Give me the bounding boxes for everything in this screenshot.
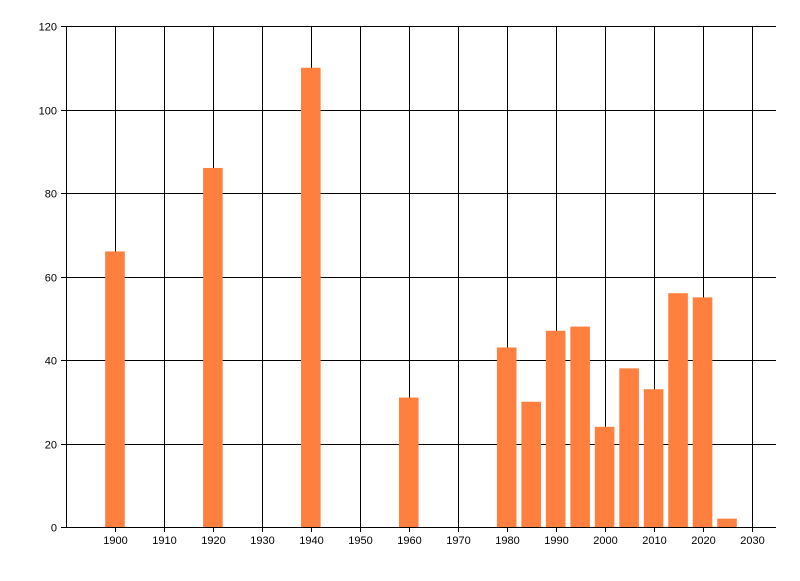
x-tick-label-1930: 1930 (250, 535, 274, 547)
y-tick-label-20: 20 (45, 440, 57, 452)
y-tick-label-40: 40 (45, 356, 57, 368)
x-tick-label-2000: 2000 (593, 535, 617, 547)
bar-1985 (521, 401, 541, 527)
x-tick-label-1960: 1960 (397, 535, 421, 547)
y-tick-label-80: 80 (45, 189, 57, 201)
x-tick-label-1970: 1970 (446, 535, 470, 547)
x-tick-label-1900: 1900 (103, 535, 127, 547)
x-tick-label-2020: 2020 (691, 535, 715, 547)
bar-1920 (203, 167, 223, 527)
x-tick-label-1980: 1980 (495, 535, 519, 547)
bar-1995 (570, 326, 590, 527)
x-tick-label-2010: 2010 (642, 535, 666, 547)
bars-layer (105, 67, 737, 527)
y-tick-label-120: 120 (39, 22, 57, 34)
x-tick-label-2030: 2030 (740, 535, 764, 547)
bar-2025 (717, 518, 737, 527)
labels-layer: 0 20 40 60 80 100 120 1900 1910 1920 1930 1940 1950 1… (39, 22, 765, 548)
bar-2010 (643, 389, 664, 527)
x-tick-label-1940: 1940 (299, 535, 323, 547)
y-tick-label-0: 0 (51, 523, 57, 535)
x-tick-label-1950: 1950 (348, 535, 372, 547)
axes-layer (61, 26, 776, 532)
bar-2000 (594, 426, 615, 527)
bar-1960 (398, 397, 419, 527)
bar-1900 (105, 251, 125, 527)
bar-1980 (496, 347, 517, 527)
x-tick-label-1920: 1920 (201, 535, 225, 547)
y-tick-label-60: 60 (45, 273, 57, 285)
bar-2020 (692, 297, 713, 527)
x-tick-label-1990: 1990 (544, 535, 568, 547)
y-tick-label-100: 100 (39, 106, 57, 118)
bar-2005 (619, 368, 639, 527)
bar-2015 (668, 293, 688, 527)
bar-1990 (545, 330, 566, 527)
bar-1940 (301, 67, 321, 527)
x-tick-label-1910: 1910 (152, 535, 176, 547)
